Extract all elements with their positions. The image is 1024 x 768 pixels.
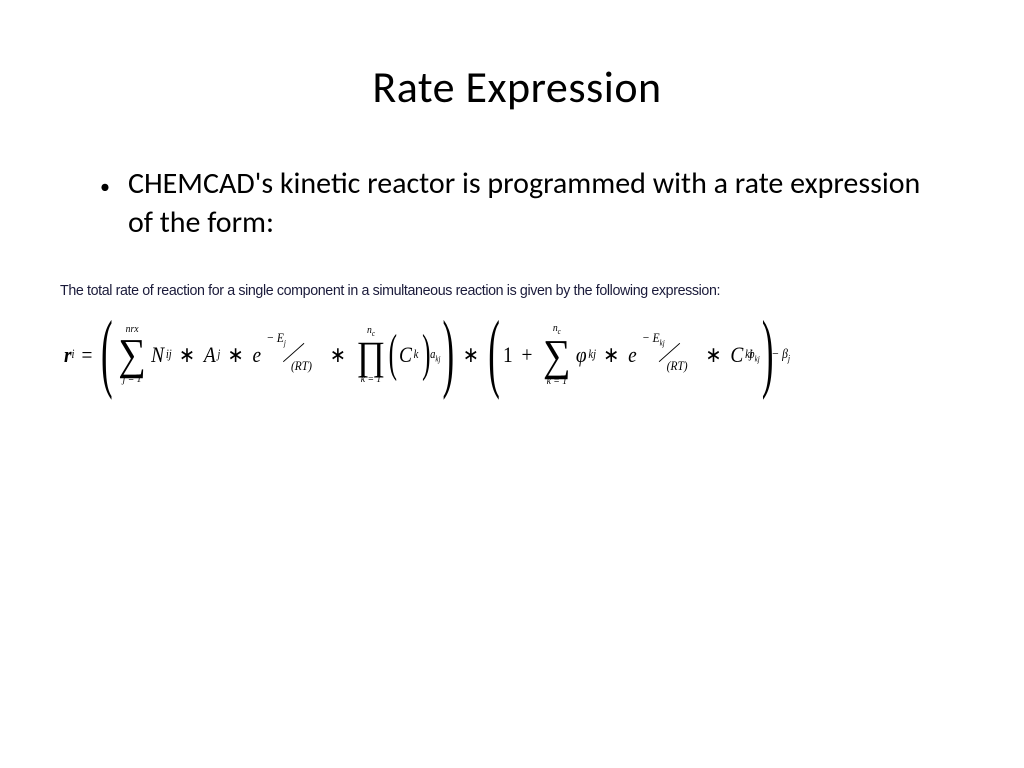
eq-e1: e: [252, 342, 261, 368]
bullet-dot-icon: •: [100, 174, 110, 200]
eq-exp1-numer-text: − E: [266, 330, 284, 345]
eq-C2-exp: bkj: [749, 347, 759, 363]
sum-1-lower: j = 1: [123, 374, 142, 385]
prod-1: nc ∏ k = 1: [356, 325, 385, 385]
eq-C1-exp-sub: kj: [435, 354, 440, 363]
eq-C1-sub: k: [414, 347, 419, 362]
equation-caption: The total rate of reaction for a single …: [60, 282, 919, 299]
eq-A-sub: j: [217, 347, 220, 362]
eq-one: 1: [503, 342, 513, 368]
sum-2-lower: k = 1: [547, 376, 568, 387]
sum-2-symbol-icon: ∑: [543, 337, 571, 374]
op-star-5: ∗: [603, 342, 619, 368]
eq-exp2-denom: (RT): [667, 358, 688, 374]
eq-C2: C: [730, 342, 743, 368]
sum-1-symbol-icon: ∑: [118, 336, 146, 373]
eq-A: A: [204, 342, 216, 368]
eq-equals: =: [82, 342, 93, 368]
slide-title: Rate Expression: [70, 60, 964, 114]
eq-exp2-numer-sub: kj: [660, 338, 665, 347]
op-star-2: ∗: [227, 342, 243, 368]
op-star-1: ∗: [179, 342, 195, 368]
eq-exp1-numer: − Ej: [266, 330, 286, 348]
bullet-text: CHEMCAD's kinetic reactor is programmed …: [128, 164, 924, 242]
op-plus: +: [522, 342, 533, 368]
eq-outer-sub: j: [788, 354, 790, 364]
eq-outer-exp: − βj: [771, 346, 790, 364]
bullet-block: • CHEMCAD's kinetic reactor is programme…: [100, 164, 924, 242]
eq-phi: φ: [576, 342, 587, 368]
bullet-item: • CHEMCAD's kinetic reactor is programme…: [100, 164, 924, 242]
sum-1: nrx ∑ j = 1: [118, 324, 146, 385]
slide: Rate Expression • CHEMCAD's kinetic reac…: [0, 0, 1024, 768]
op-star-6: ∗: [705, 342, 721, 368]
eq-N: N: [151, 342, 164, 368]
rate-equation: r i = ( nrx ∑ j = 1 N ij ∗ A j ∗ e − Ej: [64, 323, 856, 387]
eq-lhs-sub: i: [72, 347, 75, 362]
op-star-4: ∗: [463, 342, 479, 368]
eq-lhs-var: r: [64, 342, 72, 368]
eq-expfrac-2: − Ekj (RT): [640, 334, 696, 376]
eq-phi-sub: kj: [588, 347, 596, 362]
eq-expfrac-1: − Ej (RT): [265, 334, 321, 376]
eq-exp2-numer: − Ekj: [642, 330, 665, 348]
eq-C1: C: [399, 342, 412, 368]
sum-2: nc ∑ k = 1: [543, 323, 571, 387]
eq-C1-exp: akj: [430, 347, 440, 363]
eq-exp1-numer-sub: j: [284, 338, 286, 347]
prod-1-lower: k = 1: [361, 374, 382, 385]
eq-exp2-numer-text: − E: [642, 330, 660, 345]
op-star-3: ∗: [330, 342, 346, 368]
prod-1-symbol-icon: ∏: [356, 339, 385, 373]
eq-exp1-denom: (RT): [291, 358, 312, 374]
eq-e2: e: [628, 342, 637, 368]
eq-N-sub: ij: [166, 347, 172, 362]
eq-C2-exp-sub: kj: [755, 354, 760, 363]
